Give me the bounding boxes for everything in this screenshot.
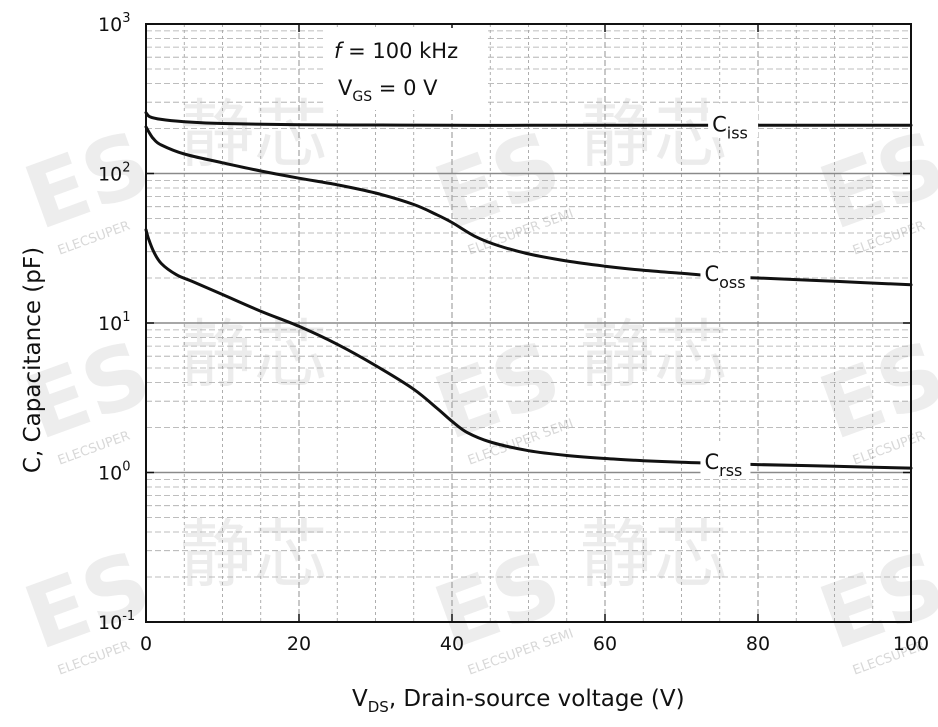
y-axis-title: C, Capacitance (pF) [20, 247, 46, 473]
y-tick-label-exponent: -1 [122, 609, 135, 624]
series-label-main: C [704, 450, 719, 474]
x-axis-title-sub: DS [368, 698, 389, 716]
x-tick-label: 80 [746, 633, 770, 655]
x-axis-title-rest: , Drain-source voltage (V) [389, 686, 685, 712]
frequency-condition: f = 100 kHz [334, 39, 458, 63]
watermark-logo: ES [12, 111, 163, 250]
watermark-cjk: 静芯 [580, 512, 728, 598]
tick-marks [145, 23, 912, 623]
grid-lines [146, 24, 911, 622]
x-tick-label: 0 [140, 633, 152, 655]
x-axis-title: VDS, Drain-source voltage (V) [352, 686, 685, 716]
y-tick-label-base: 10 [98, 164, 122, 186]
watermark-cjk: 静芯 [580, 92, 728, 178]
y-tick-label: 101 [98, 310, 130, 335]
series-label-ciss: Ciss [712, 112, 748, 142]
y-tick-label-base: 10 [98, 313, 122, 335]
y-tick-label: 10-1 [98, 609, 135, 634]
frequency-symbol: f [334, 39, 345, 63]
y-tick-label-base: 10 [98, 14, 122, 36]
series-line-crss [144, 228, 913, 470]
x-tick-label: 20 [287, 633, 311, 655]
series-label-main: C [712, 112, 727, 136]
y-tick-label-exponent: 1 [122, 310, 130, 325]
series-label-sub: rss [719, 461, 742, 480]
frequency-value: = 100 kHz [341, 39, 458, 63]
y-tick-label-base: 10 [98, 463, 122, 485]
y-tick-label-base: 10 [98, 612, 122, 634]
y-tick-label: 100 [98, 460, 130, 485]
vgs-main: V [338, 76, 353, 100]
watermark-cjk: 静芯 [180, 312, 328, 398]
series-line-coss [144, 125, 913, 287]
series-label-bg [700, 253, 751, 288]
series-label-bg [700, 440, 751, 475]
y-tick-label-exponent: 0 [122, 460, 130, 475]
vgs-value: = 0 V [372, 76, 438, 100]
series-label-bg [708, 103, 759, 138]
x-tick-label: 60 [593, 633, 617, 655]
conditions-box [326, 28, 486, 110]
x-tick-label: 40 [440, 633, 464, 655]
series-label-crss: Crss [704, 450, 742, 480]
y-tick-label: 102 [98, 161, 130, 186]
series-label-coss: Coss [704, 262, 745, 292]
y-tick-label: 103 [98, 11, 130, 36]
watermark-cjk: 静芯 [180, 92, 328, 178]
vgs-sub: GS [352, 89, 372, 105]
y-tick-label-exponent: 2 [122, 161, 130, 176]
watermark-cjk: 静芯 [180, 512, 328, 598]
y-tick-label-exponent: 3 [122, 11, 130, 26]
vgs-condition: VGS = 0 V [338, 76, 438, 105]
x-tick-label: 100 [893, 633, 929, 655]
series-label-sub: iss [727, 123, 748, 142]
series-label-sub: oss [719, 273, 745, 292]
watermark-cjk: 静芯 [580, 312, 728, 398]
series-label-main: C [704, 262, 719, 286]
x-axis-title-main: V [352, 686, 368, 712]
